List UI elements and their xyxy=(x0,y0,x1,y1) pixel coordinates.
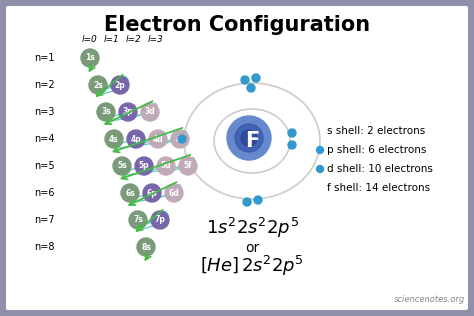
Circle shape xyxy=(252,74,260,82)
Circle shape xyxy=(317,147,323,154)
Text: 5d: 5d xyxy=(161,161,171,171)
Text: 3p: 3p xyxy=(123,107,133,117)
Circle shape xyxy=(288,129,296,137)
Text: 4d: 4d xyxy=(153,135,164,143)
Text: l=2: l=2 xyxy=(126,35,142,44)
Text: 2p: 2p xyxy=(115,81,126,89)
Text: 6s: 6s xyxy=(125,189,135,198)
Text: 6d: 6d xyxy=(169,189,179,198)
Text: 4p: 4p xyxy=(131,135,141,143)
Circle shape xyxy=(143,184,161,202)
Text: n=6: n=6 xyxy=(35,188,55,198)
Text: 8s: 8s xyxy=(141,242,151,252)
Text: 4f: 4f xyxy=(176,135,184,143)
Text: p shell: 6 electrons: p shell: 6 electrons xyxy=(327,145,427,155)
Circle shape xyxy=(141,103,159,121)
Circle shape xyxy=(127,130,145,148)
Text: 5f: 5f xyxy=(184,161,192,171)
Circle shape xyxy=(105,130,123,148)
Circle shape xyxy=(137,238,155,256)
Text: n=7: n=7 xyxy=(35,215,55,225)
Circle shape xyxy=(317,166,323,173)
Circle shape xyxy=(111,76,129,94)
Text: F: F xyxy=(245,131,259,151)
Circle shape xyxy=(165,184,183,202)
Text: n=5: n=5 xyxy=(35,161,55,171)
Circle shape xyxy=(151,211,169,229)
Circle shape xyxy=(129,211,147,229)
Text: d shell: 10 electrons: d shell: 10 electrons xyxy=(327,164,433,174)
Text: l=0: l=0 xyxy=(82,35,98,44)
Circle shape xyxy=(241,76,249,84)
Circle shape xyxy=(149,130,167,148)
Text: n=4: n=4 xyxy=(35,134,55,144)
Text: 4s: 4s xyxy=(109,135,119,143)
Text: 5p: 5p xyxy=(139,161,149,171)
Circle shape xyxy=(178,135,186,143)
Text: s shell: 2 electrons: s shell: 2 electrons xyxy=(327,126,425,136)
Circle shape xyxy=(89,76,107,94)
Text: 3s: 3s xyxy=(101,107,111,117)
Circle shape xyxy=(235,124,263,152)
Text: or: or xyxy=(245,241,259,255)
Text: 7s: 7s xyxy=(133,216,143,224)
Circle shape xyxy=(157,157,175,175)
Text: sciencenotes.org: sciencenotes.org xyxy=(394,295,465,304)
FancyBboxPatch shape xyxy=(6,6,468,310)
Text: 7p: 7p xyxy=(155,216,165,224)
Circle shape xyxy=(254,196,262,204)
Text: l=1: l=1 xyxy=(104,35,120,44)
Circle shape xyxy=(113,157,131,175)
Circle shape xyxy=(179,157,197,175)
Text: n=2: n=2 xyxy=(35,80,55,90)
Circle shape xyxy=(243,198,251,206)
Text: $[He]\, 2s^22p^5$: $[He]\, 2s^22p^5$ xyxy=(200,254,304,278)
Circle shape xyxy=(171,130,189,148)
Text: 6p: 6p xyxy=(146,189,157,198)
Circle shape xyxy=(121,184,139,202)
Text: f shell: 14 electrons: f shell: 14 electrons xyxy=(327,183,430,193)
Text: 5s: 5s xyxy=(117,161,127,171)
Circle shape xyxy=(81,49,99,67)
Circle shape xyxy=(288,141,296,149)
Circle shape xyxy=(227,116,271,160)
Circle shape xyxy=(97,103,115,121)
Text: $1s^22s^22p^5$: $1s^22s^22p^5$ xyxy=(206,216,299,240)
Circle shape xyxy=(119,103,137,121)
Text: l=3: l=3 xyxy=(148,35,164,44)
Text: 3d: 3d xyxy=(145,107,155,117)
Circle shape xyxy=(241,130,257,146)
Text: n=8: n=8 xyxy=(35,242,55,252)
Text: 2s: 2s xyxy=(93,81,103,89)
Text: n=1: n=1 xyxy=(35,53,55,63)
Circle shape xyxy=(247,84,255,92)
Text: Electron Configuration: Electron Configuration xyxy=(104,15,370,35)
Text: n=3: n=3 xyxy=(35,107,55,117)
Circle shape xyxy=(135,157,153,175)
Text: 1s: 1s xyxy=(85,53,95,63)
